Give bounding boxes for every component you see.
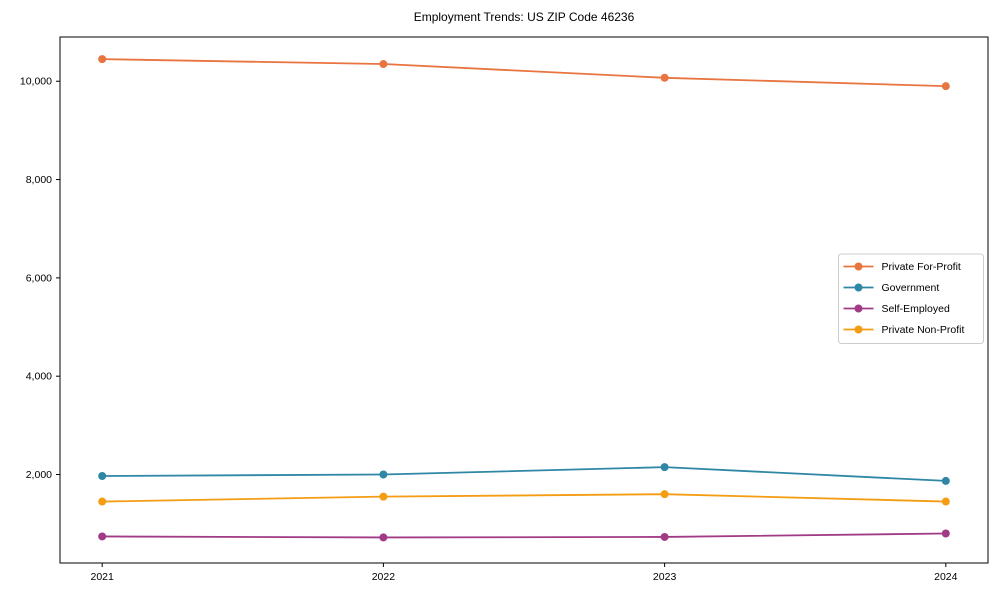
legend-item-private-non-profit: Private Non-Profit xyxy=(843,324,965,336)
plot-frame xyxy=(59,36,989,564)
x-axis-tick-label: 2023 xyxy=(653,571,677,583)
data-point-private-non-profit xyxy=(379,492,388,501)
series-line-government xyxy=(102,466,946,482)
y-axis-tick-label: 8,000 xyxy=(26,174,52,186)
data-point-private-non-profit xyxy=(660,490,669,499)
y-axis-tick-label: 10,000 xyxy=(20,76,52,88)
y-axis-tick-label: 6,000 xyxy=(26,272,52,284)
y-axis-tick-label: 2,000 xyxy=(26,469,52,481)
data-point-government xyxy=(379,470,388,479)
legend: Private For-Profit Government Self-Employe… xyxy=(838,253,984,344)
data-point-private-for-profit xyxy=(941,82,950,91)
legend-swatch-marker-self-employed xyxy=(854,304,863,313)
legend-item-self-employed: Self-Employed xyxy=(843,303,950,315)
legend-label-government: Government xyxy=(882,282,940,294)
x-axis-tick-label: 2024 xyxy=(934,571,958,583)
data-point-self-employed xyxy=(660,532,669,541)
data-point-self-employed xyxy=(941,529,950,538)
legend-item-private-for-profit: Private For-Profit xyxy=(843,261,961,273)
data-point-private-for-profit xyxy=(660,73,669,82)
series-line-self-employed xyxy=(102,532,946,539)
x-axis-tick-label: 2022 xyxy=(372,571,396,583)
data-point-private-non-profit xyxy=(941,497,950,506)
data-point-government xyxy=(660,463,669,472)
legend-box xyxy=(838,253,984,344)
data-point-private-for-profit xyxy=(379,60,388,69)
y-axis-tick-label: 4,000 xyxy=(26,371,52,383)
chart-title: Employment Trends: US ZIP Code 46236 xyxy=(413,10,635,24)
series-line-private-for-profit xyxy=(102,58,946,88)
legend-item-government: Government xyxy=(843,282,940,294)
series-line-private-non-profit xyxy=(102,493,946,503)
data-point-private-non-profit xyxy=(98,497,107,506)
data-point-private-for-profit xyxy=(98,55,107,64)
legend-label-private-for-profit: Private For-Profit xyxy=(882,261,961,273)
legend-label-private-non-profit: Private Non-Profit xyxy=(882,324,965,336)
legend-label-self-employed: Self-Employed xyxy=(882,303,950,315)
legend-swatch-marker-government xyxy=(854,283,863,292)
data-point-self-employed xyxy=(379,533,388,542)
x-axis-tick-label: 2021 xyxy=(91,571,115,583)
data-point-self-employed xyxy=(98,532,107,541)
legend-swatch-marker-private-non-profit xyxy=(854,325,863,334)
data-point-government xyxy=(98,471,107,480)
legend-swatch-marker-private-for-profit xyxy=(854,262,863,271)
data-point-government xyxy=(941,476,950,485)
